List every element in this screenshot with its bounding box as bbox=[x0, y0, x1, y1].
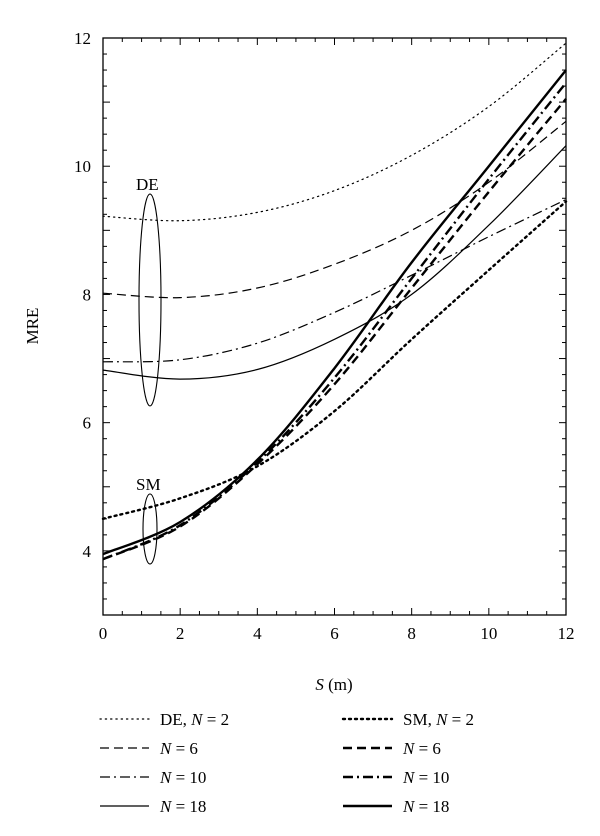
axis-ticks bbox=[102, 37, 567, 616]
sm-group-label: SM bbox=[136, 475, 161, 494]
x-axis-unit: (m) bbox=[324, 675, 353, 694]
x-tick-label: 6 bbox=[330, 624, 339, 643]
legend-var: N bbox=[159, 739, 173, 758]
x-tick-label: 2 bbox=[176, 624, 185, 643]
legend-eq: = 6 bbox=[171, 739, 198, 758]
x-axis-var: S bbox=[315, 675, 324, 694]
sm-group-ellipse bbox=[142, 493, 158, 565]
y-axis-label: MRE bbox=[23, 308, 42, 345]
legend-label: N = 6 bbox=[159, 739, 198, 758]
legend-var: N bbox=[159, 768, 173, 787]
legend-label: N = 10 bbox=[402, 768, 449, 787]
y-tick-label: 4 bbox=[83, 542, 92, 561]
x-tick-label: 10 bbox=[480, 624, 497, 643]
legend-var: N bbox=[402, 768, 416, 787]
legend-prefix: DE, bbox=[160, 710, 191, 729]
series-line-sm-3 bbox=[102, 69, 567, 556]
legend-prefix: SM, bbox=[403, 710, 436, 729]
x-tick-label: 4 bbox=[253, 624, 262, 643]
series-line-de-3 bbox=[102, 145, 567, 380]
series-line-sm-2 bbox=[102, 82, 567, 561]
legend-eq: = 18 bbox=[414, 797, 449, 816]
series-line-de-1 bbox=[102, 120, 567, 299]
x-tick-label: 0 bbox=[99, 624, 108, 643]
legend-label: N = 10 bbox=[159, 768, 206, 787]
plot-frame bbox=[102, 37, 567, 616]
x-axis-label: S (m) bbox=[315, 675, 352, 694]
legend-label: N = 6 bbox=[402, 739, 441, 758]
legend-eq: = 10 bbox=[171, 768, 206, 787]
de-group-ellipse bbox=[138, 193, 162, 407]
x-tick-label: 12 bbox=[558, 624, 575, 643]
y-tick-label: 10 bbox=[74, 157, 91, 176]
legend-eq: = 2 bbox=[203, 710, 230, 729]
legend-var: N bbox=[190, 710, 204, 729]
y-tick-label: 8 bbox=[83, 285, 92, 304]
legend-label: SM, N = 2 bbox=[403, 710, 474, 729]
legend-var: N bbox=[435, 710, 449, 729]
de-group-label: DE bbox=[136, 175, 159, 194]
legend-var: N bbox=[159, 797, 173, 816]
series-line-de-2 bbox=[102, 199, 567, 363]
series-line-de-0 bbox=[102, 42, 567, 222]
legend-var: N bbox=[402, 739, 416, 758]
legend-eq: = 2 bbox=[447, 710, 474, 729]
y-tick-label: 6 bbox=[83, 414, 92, 433]
tick-labels: 0 2 4 6 8 10 12 4 6 8 10 12 bbox=[74, 29, 575, 643]
legend-label: N = 18 bbox=[402, 797, 449, 816]
y-tick-label: 12 bbox=[74, 29, 91, 48]
legend-var: N bbox=[402, 797, 416, 816]
legend-eq: = 18 bbox=[171, 797, 206, 816]
legend-eq: = 10 bbox=[414, 768, 449, 787]
legend-eq: = 6 bbox=[414, 739, 441, 758]
x-tick-label: 8 bbox=[407, 624, 416, 643]
series-line-sm-0 bbox=[101, 200, 568, 520]
legend-label: DE, N = 2 bbox=[160, 710, 229, 729]
series-layer bbox=[101, 42, 568, 561]
legend-label: N = 18 bbox=[159, 797, 206, 816]
